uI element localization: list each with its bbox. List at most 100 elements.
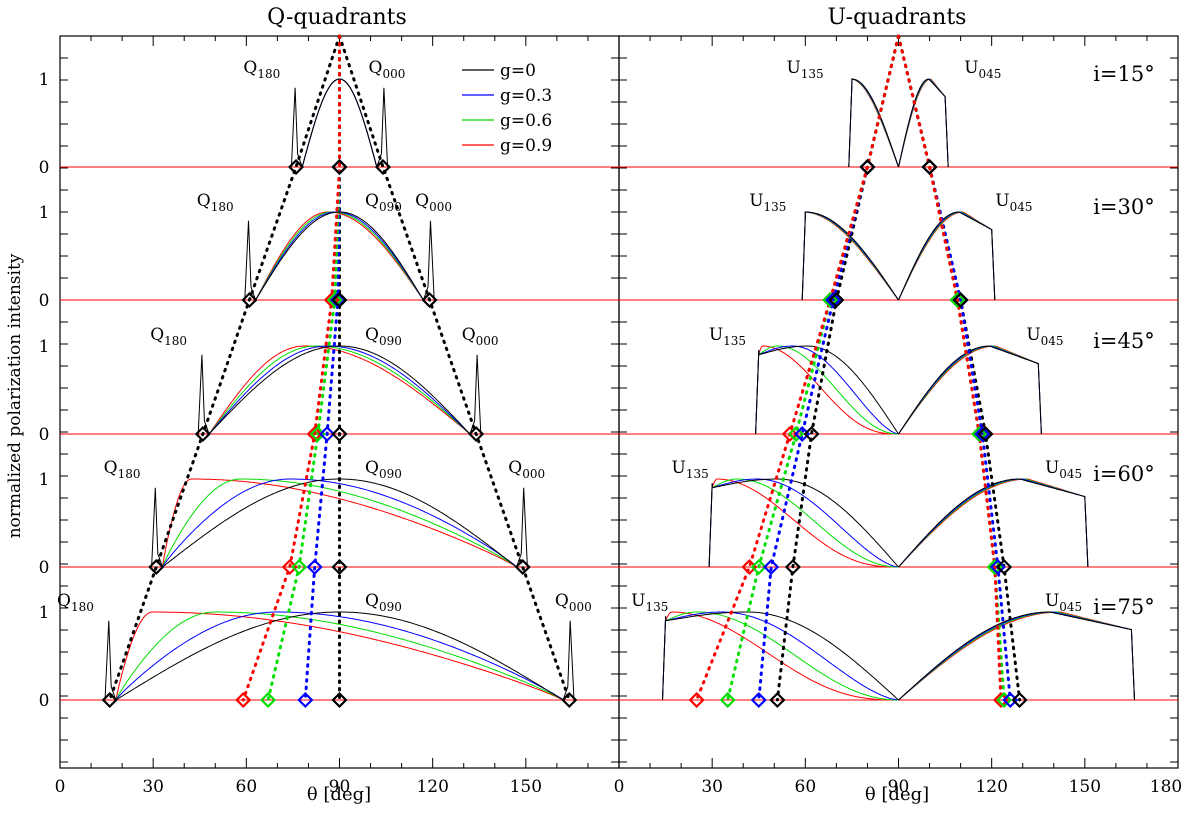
q-curve-g0.6	[301, 78, 378, 168]
q-marker-trace-g0.6	[266, 34, 341, 702]
u-curve-left-g0.9	[848, 78, 899, 168]
y-tick-label-0: 0	[39, 691, 50, 711]
u-left-marker-g0.6	[787, 425, 805, 443]
q-marker-g0	[331, 691, 348, 709]
peak-label-U045: U045	[964, 58, 1001, 81]
peak-label-Q090: Q090	[365, 325, 402, 348]
inclination-label: i=15°	[1093, 62, 1155, 86]
u-curve-left-g0.6	[755, 345, 899, 435]
u-left-marker-g0.3	[763, 558, 780, 576]
q-marker-g0.3	[319, 425, 336, 443]
q-curve-g0.3	[115, 611, 564, 701]
y-axis-label: normalized polarization intensity	[5, 253, 25, 538]
peak-label-U045: U045	[1045, 591, 1082, 614]
u-left-marker-trace-g0	[775, 34, 900, 702]
peak-label-U135: U135	[672, 458, 709, 481]
u-left-marker-g0.6	[750, 558, 767, 576]
peak-label-Q000: Q000	[415, 191, 452, 214]
peak-label-Q090: Q090	[365, 458, 402, 481]
u-curve-right-g0.9	[898, 611, 1135, 701]
q-marker-g0.3	[306, 558, 323, 576]
q-curve-g0	[104, 611, 575, 701]
q-edge-marker	[241, 291, 258, 309]
plot-layer: 0 30 60 90 120 150 0 30 60 90 120 150 180 0 1 0 1 0 1 0 1 0 1 g…	[39, 34, 1182, 797]
y-tick-label-1: 1	[39, 603, 50, 623]
u-panel-frame	[618, 35, 1179, 769]
u-right-marker-g0.3	[974, 425, 991, 443]
y-tick-label-1: 1	[39, 337, 50, 357]
q-edge-marker	[287, 158, 305, 176]
q-marker-g0.6	[326, 291, 343, 309]
inclination-label: i=75°	[1093, 595, 1155, 619]
u-curve-right-g0.6	[898, 211, 996, 301]
u-left-marker-g0	[769, 691, 786, 709]
inclination-label: i=45°	[1093, 329, 1155, 353]
u-curve-left-g0	[662, 611, 899, 701]
q-edge-marker	[561, 691, 578, 709]
u-right-marker-trace-g0.3	[897, 34, 1012, 702]
u-right-marker-g0	[996, 558, 1013, 576]
x-tick-label: 30	[701, 777, 723, 797]
peak-label-U135: U135	[786, 58, 823, 81]
q-panel-title: Q-quadrants	[267, 5, 407, 30]
u-curve-left-g0.6	[662, 611, 899, 701]
q-curve-g0.3	[162, 478, 517, 568]
u-right-marker-trace-g0.9	[897, 34, 1003, 702]
u-curve-left-g0	[848, 78, 899, 168]
inclination-label: i=30°	[1093, 195, 1155, 219]
u-right-marker-g0.6	[996, 691, 1013, 709]
q-curve-g0.6	[115, 611, 564, 701]
u-curve-right-g0	[898, 211, 996, 301]
u-right-marker-trace-g0	[897, 34, 1022, 702]
u-curve-right-g0.3	[898, 211, 996, 301]
u-curve-right-g0	[898, 78, 949, 168]
x-tick-label: 0	[614, 777, 625, 797]
u-curve-left-g0.6	[708, 478, 899, 568]
q-curve-g0.9	[162, 478, 517, 568]
u-right-marker-g0.3	[989, 558, 1006, 576]
peak-label-U045: U045	[995, 191, 1032, 214]
u-left-marker-g0	[784, 558, 801, 576]
x-tick-label: 30	[142, 777, 164, 797]
q-right-edge-trace	[338, 34, 571, 702]
legend-label: g=0.6	[500, 111, 552, 131]
q-curve-g0.3	[301, 78, 378, 168]
q-x-axis-label: θ [deg]	[307, 784, 371, 805]
q-marker-g0.9	[235, 691, 252, 709]
peak-label-Q180: Q180	[150, 325, 187, 348]
q-left-edge-trace	[108, 34, 341, 702]
y-tick-label-0: 0	[39, 558, 50, 578]
q-edge-marker	[194, 425, 211, 443]
q-curve-g0.9	[255, 211, 424, 301]
u-right-marker-g0.6	[971, 425, 988, 443]
u-curve-left-g0.6	[848, 78, 899, 168]
q-curve-g0	[244, 211, 435, 302]
q-marker-g0.9	[306, 425, 323, 443]
q-marker-g0	[331, 158, 348, 176]
u-curve-left-g0.3	[848, 78, 899, 168]
q-edge-marker	[421, 291, 438, 309]
u-x-axis-label: θ [deg]	[865, 784, 929, 805]
q-curve-g0	[290, 78, 389, 169]
u-curve-left-g0.3	[662, 611, 897, 701]
peak-label-Q000: Q000	[462, 325, 499, 348]
peak-label-Q180: Q180	[197, 191, 234, 214]
peak-label-Q000: Q000	[555, 591, 592, 614]
u-left-marker-g0.9	[688, 691, 705, 709]
q-marker-g0	[331, 425, 348, 443]
u-curve-left-g0	[755, 345, 899, 435]
q-edge-marker	[148, 558, 165, 576]
q-marker-g0.6	[260, 691, 277, 709]
u-left-marker-trace-g0.3	[757, 34, 900, 702]
u-right-marker-g0	[977, 425, 994, 443]
u-right-marker-g0	[921, 158, 938, 176]
q-marker-g0	[331, 558, 348, 576]
q-edge-marker	[514, 558, 531, 576]
q-marker-g0.3	[297, 691, 314, 709]
u-curve-left-g0.9	[755, 345, 899, 435]
peak-label-Q000: Q000	[369, 58, 406, 81]
u-left-marker-g0.9	[781, 425, 798, 443]
u-left-marker-trace-g0.6	[726, 34, 900, 702]
u-curve-left-g0	[801, 211, 899, 301]
